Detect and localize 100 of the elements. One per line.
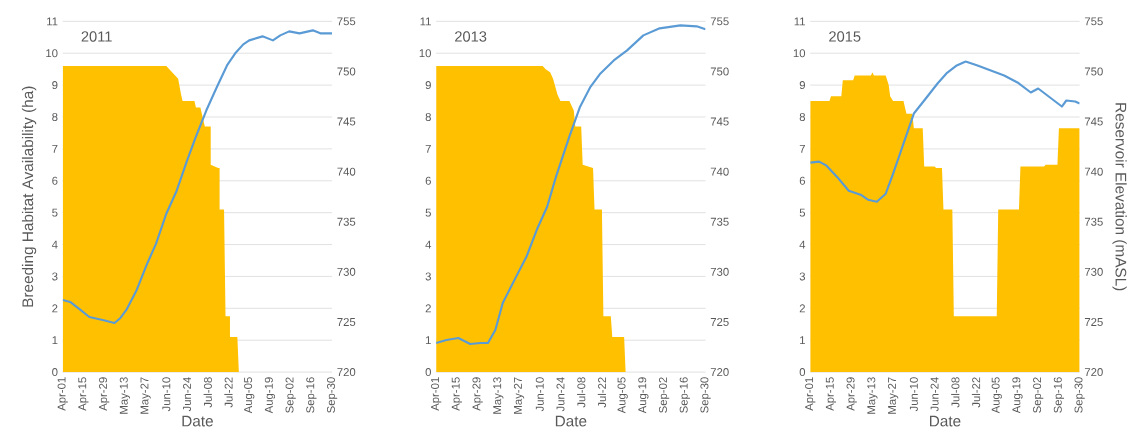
y2-tick-label: 720 <box>1084 368 1103 377</box>
x-tick-label: Sep-16 <box>1053 377 1065 413</box>
x-tick-label: Jul-08 <box>951 377 960 408</box>
y-tick-label: 1 <box>52 336 58 345</box>
y2-tick-label: 755 <box>337 17 356 26</box>
x-tick-label: Jul-22 <box>224 377 233 408</box>
y-tick-label: 9 <box>799 81 805 90</box>
x-tick-label: Apr-29 <box>846 377 857 411</box>
x-tick-label: Apr-01 <box>431 377 442 411</box>
x-tick-label: May-13 <box>867 377 878 414</box>
x-tick-label: Aug-05 <box>617 377 628 414</box>
y-tick-label: 9 <box>52 81 58 90</box>
x-tick-label: May-13 <box>493 377 504 414</box>
y2-tick-label: 725 <box>337 317 356 326</box>
x-tick-label: Sep-30 <box>1074 377 1085 413</box>
x-tick-label: Jul-08 <box>577 377 586 408</box>
y2-tick-label: 745 <box>710 117 729 126</box>
y2-tick-label: 735 <box>337 217 356 226</box>
y-tick-label: 5 <box>52 208 58 217</box>
y-tick-label: 6 <box>799 176 806 185</box>
y-tick-label: 1 <box>800 336 805 345</box>
y2-tick-label: 750 <box>710 67 729 76</box>
x-tick-label: Jun-10 <box>162 377 171 412</box>
y-tick-label: 9 <box>425 81 431 90</box>
y2-tick-label: 750 <box>1084 67 1103 76</box>
x-tick-label: Aug-05 <box>991 377 1002 414</box>
y-tick-label: 11 <box>47 17 58 26</box>
y-tick-label: 7 <box>799 144 805 153</box>
x-axis-title: Date <box>555 415 587 427</box>
x-axis-title: Date <box>929 415 961 427</box>
y-tick-label: 1 <box>425 336 431 345</box>
y-tick-label: 6 <box>52 176 58 185</box>
x-tick-label: Jul-22 <box>971 377 981 408</box>
y-tick-label: 5 <box>799 208 806 217</box>
y-tick-label: 4 <box>51 240 58 249</box>
x-tick-label: Apr-29 <box>472 377 483 411</box>
x-tick-label: Aug-05 <box>244 377 255 414</box>
x-tick-label: May-13 <box>119 377 130 414</box>
x-tick-label: Aug-19 <box>264 377 276 414</box>
y-tick-label: 7 <box>52 144 58 153</box>
y2-tick-label: 720 <box>710 368 729 377</box>
x-tick-label: Apr-15 <box>825 377 837 411</box>
y-tick-label: 8 <box>799 112 806 121</box>
x-tick-label: Sep-16 <box>306 377 317 413</box>
y2-tick-label: 750 <box>337 67 356 76</box>
x-tick-label: Apr-29 <box>99 377 110 411</box>
y2-tick-label: 735 <box>1084 217 1103 226</box>
y-tick-label: 10 <box>419 49 431 58</box>
y2-tick-label: 745 <box>1084 117 1103 126</box>
x-tick-label: Apr-15 <box>451 377 462 411</box>
text: 2013 <box>455 31 487 42</box>
x-tick-label: Sep-02 <box>658 377 670 413</box>
y-tick-label: 10 <box>46 49 58 58</box>
y2-tick-label: 730 <box>1084 267 1103 276</box>
x-tick-label: Sep-30 <box>700 377 711 413</box>
text: 2011 <box>81 31 112 42</box>
y2-tick-label: 740 <box>1084 167 1103 176</box>
y2-tick-label: 725 <box>1084 317 1103 326</box>
x-tick-label: May-27 <box>513 377 525 414</box>
y-tick-label: 5 <box>425 208 431 217</box>
x-tick-label: May-27 <box>140 377 151 414</box>
y-tick-label: 3 <box>425 272 431 281</box>
x-tick-label: Jun-10 <box>909 377 918 412</box>
y-tick-label: 7 <box>425 144 431 153</box>
y-tick-label: 0 <box>52 368 58 377</box>
x-tick-label: Aug-19 <box>638 377 649 414</box>
x-tick-label: Sep-30 <box>326 377 338 413</box>
line-series <box>810 60 1080 203</box>
y2-tick-label: 725 <box>710 317 729 326</box>
y-tick-label: 0 <box>425 368 431 377</box>
y-tick-label: 6 <box>425 176 431 185</box>
x-tick-label: Sep-16 <box>679 377 690 413</box>
x-tick-label: May-27 <box>888 377 899 414</box>
y-tick-label: 2 <box>52 304 58 313</box>
y-tick-label: 4 <box>425 240 432 249</box>
y2-tick-label: 755 <box>710 17 729 26</box>
x-tick-label: Aug-19 <box>1012 377 1023 414</box>
y2-tick-label: 755 <box>1084 17 1103 26</box>
y2-axis-title: Reservoir Elevation (mASL) <box>1112 103 1127 291</box>
y-tick-label: 11 <box>794 17 805 26</box>
y-tick-label: 3 <box>52 272 58 281</box>
y2-tick-label: 735 <box>710 217 729 226</box>
y2-tick-label: 745 <box>337 117 356 126</box>
x-tick-label: Sep-02 <box>285 377 296 413</box>
y-tick-label: 2 <box>799 304 805 313</box>
x-tick-label: Apr-01 <box>805 377 816 411</box>
y-tick-label: 8 <box>425 112 431 121</box>
y2-tick-label: 740 <box>710 167 729 176</box>
y2-tick-label: 730 <box>710 267 729 276</box>
y-tick-label: 4 <box>799 240 806 249</box>
y-tick-label: 2 <box>425 304 431 313</box>
x-tick-label: Apr-15 <box>78 377 89 411</box>
y-tick-label: 10 <box>793 49 806 58</box>
x-tick-label: Jun-24 <box>930 377 939 412</box>
line-series <box>62 29 333 325</box>
y2-tick-label: 740 <box>337 167 356 176</box>
x-tick-label: Jul-08 <box>203 377 212 408</box>
text: 2015 <box>829 31 861 42</box>
x-tick-label: Jun-24 <box>556 377 565 412</box>
y-tick-label: 11 <box>420 17 431 26</box>
